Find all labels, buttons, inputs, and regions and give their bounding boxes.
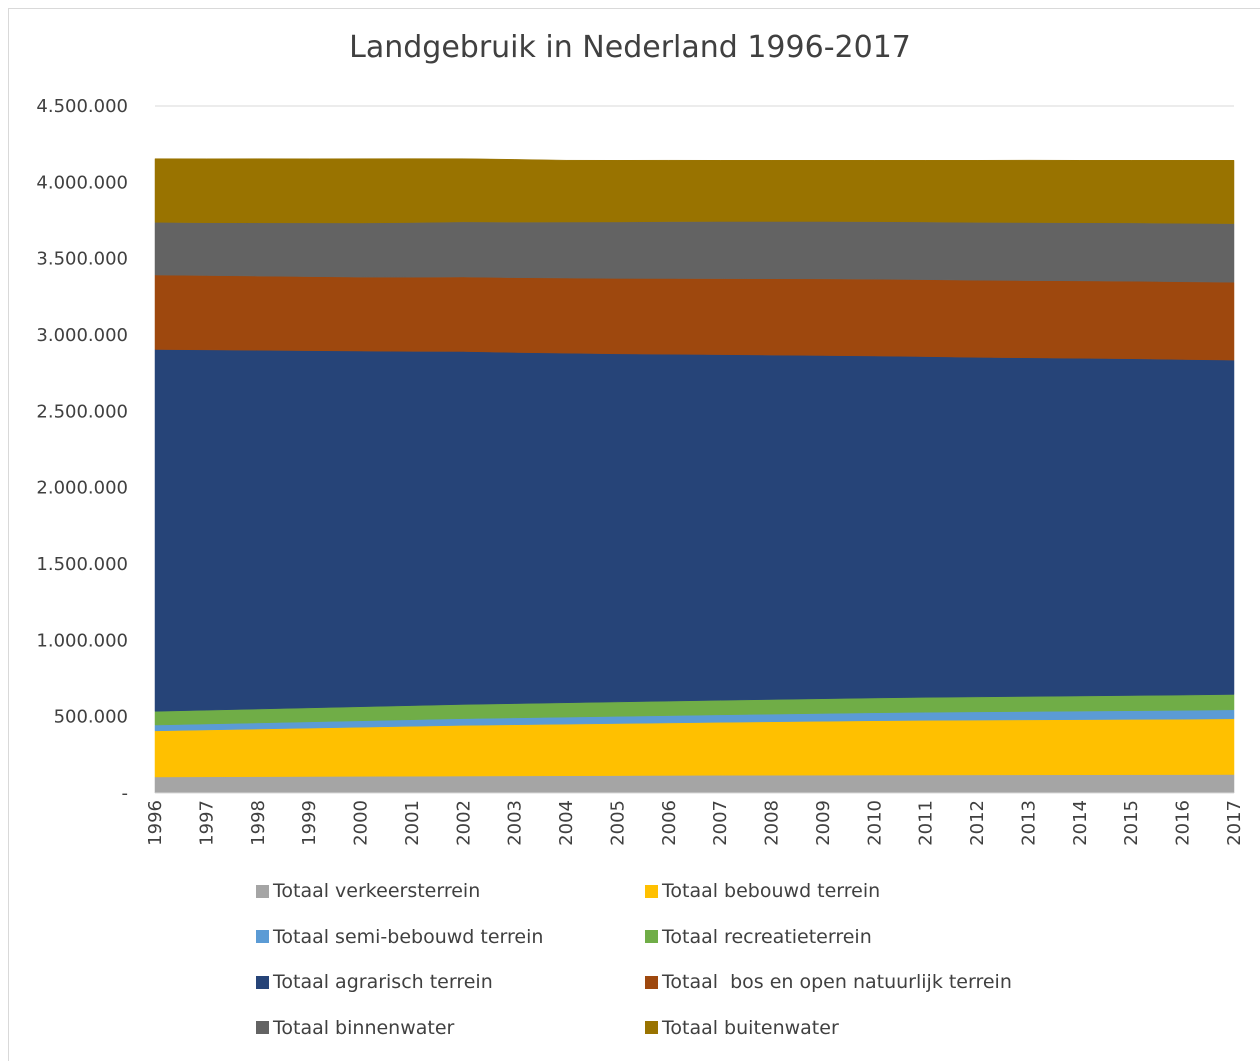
x-tick-label: 1998	[248, 800, 269, 846]
x-tick-label: 1997	[196, 800, 217, 846]
x-tick-label: 2011	[916, 800, 937, 846]
legend-label: Totaal semi-bebouwd terrein	[273, 925, 544, 948]
y-tick-label: 2.500.000	[36, 401, 128, 422]
legend-item: Totaal binnenwater	[256, 1017, 454, 1039]
y-tick-label: 2.000.000	[36, 478, 128, 499]
x-tick-label: 2014	[1070, 800, 1091, 846]
x-tick-label: 1999	[299, 800, 320, 846]
y-tick-label: 3.500.000	[36, 249, 128, 270]
y-tick-label: 500.000	[54, 707, 128, 728]
legend-swatch	[256, 884, 269, 898]
x-tick-label: 2004	[556, 800, 577, 846]
area-series-4	[154, 349, 1235, 712]
legend-item: Totaal recreatieterrein	[645, 926, 872, 948]
legend-item: Totaal verkeersterrein	[256, 880, 480, 902]
legend-label: Totaal agrarisch terrein	[273, 971, 493, 993]
legend-swatch	[645, 884, 658, 898]
x-tick-label: 2009	[813, 800, 834, 846]
legend-label: Totaal bos en open natuurlijk terrein	[662, 971, 1012, 993]
legend-label: Totaal verkeersterrein	[273, 880, 481, 902]
legend-item: Totaal bebouwd terrein	[645, 880, 880, 902]
x-tick-label: 2007	[710, 800, 731, 846]
legend-swatch	[256, 930, 269, 943]
y-tick-label: 1.000.000	[36, 630, 128, 651]
legend-swatch	[256, 1021, 269, 1034]
legend-swatch	[256, 975, 269, 989]
x-tick-label: 2012	[967, 800, 988, 846]
x-tick-label: 2002	[453, 800, 474, 846]
x-tick-label: 2001	[402, 800, 423, 846]
axes: - 500.000 1.000.000 1.500.000 2.000.000 2.500…	[36, 96, 1245, 846]
area-series-7	[154, 158, 1235, 224]
legend-swatch	[645, 1021, 658, 1034]
x-tick-label: 2003	[505, 800, 526, 846]
x-tick-label: 2017	[1224, 800, 1245, 846]
legend-label: Totaal buitenwater	[662, 1016, 839, 1039]
x-tick-label: 2010	[864, 800, 885, 846]
legend-swatch	[645, 930, 658, 943]
legend-item: Totaal agrarisch terrein	[256, 971, 493, 993]
legend-label: Totaal recreatieterrein	[662, 925, 872, 948]
legend-label: Totaal binnenwater	[273, 1016, 455, 1039]
area-series-0	[154, 774, 1235, 794]
area-series-6	[154, 221, 1235, 283]
legend-item: Totaal buitenwater	[645, 1017, 839, 1039]
legend-label: Totaal bebouwd terrein	[662, 880, 881, 902]
x-tick-label: 2015	[1121, 800, 1142, 846]
y-tick-label: -	[122, 783, 129, 804]
area-series	[154, 158, 1235, 794]
legend-item: Totaal bos en open natuurlijk terrein	[645, 971, 1012, 993]
y-tick-label: 1.500.000	[36, 554, 128, 575]
chart-title: Landgebruik in Nederland 1996-2017	[349, 30, 911, 65]
x-tick-label: 2006	[659, 800, 680, 846]
legend-swatch	[645, 975, 658, 989]
y-tick-label: 4.500.000	[36, 96, 128, 117]
y-tick-label: 4.000.000	[36, 172, 128, 193]
x-tick-label: 1996	[145, 800, 166, 846]
y-tick-label: 3.000.000	[36, 325, 128, 346]
area-series-5	[154, 274, 1235, 361]
x-tick-label: 2016	[1173, 800, 1194, 846]
x-tick-label: 2000	[351, 800, 372, 846]
x-tick-label: 2005	[607, 800, 628, 846]
legend-item: Totaal semi-bebouwd terrein	[256, 926, 543, 948]
x-tick-label: 2013	[1018, 800, 1039, 846]
x-tick-label: 2008	[762, 800, 783, 846]
